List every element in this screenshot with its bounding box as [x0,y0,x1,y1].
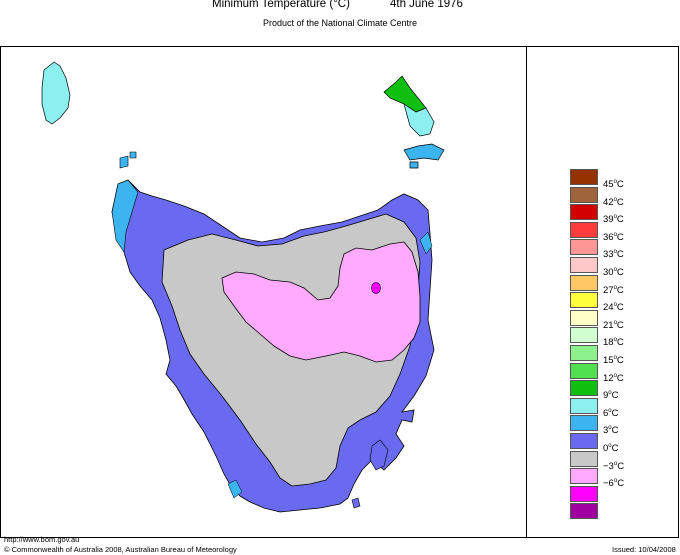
legend-swatch [570,503,598,520]
cape-barren-island [403,143,445,161]
zone-neg6-neg3 [371,282,381,294]
legend-label: 39oC [603,214,624,226]
legend-swatch [570,362,598,379]
map-frame [0,46,679,538]
legend-label: 18oC [603,337,624,349]
tasman-island [351,497,361,509]
legend-swatch [570,239,598,256]
zone-neg3-0 [221,241,421,363]
king-island [41,61,71,125]
legend-swatch [570,345,598,361]
legend-swatch [570,186,598,203]
legend-label: 33oC [603,249,624,261]
legend-label: 42oC [603,196,624,208]
legend-label: 9oC [603,390,619,402]
legend-swatch [570,433,598,449]
legend-swatch [570,468,598,485]
flinders-island-north [383,75,427,113]
legend-swatch [570,274,598,291]
legend-label: 45oC [603,179,624,191]
nw-island-b [129,151,137,159]
bruny-island [369,439,389,471]
legend-swatch [570,415,598,432]
legend-swatch [570,204,598,221]
legend-swatch [570,221,598,238]
subtitle: Product of the National Climate Centre [262,18,418,28]
legend-label: −3oC [603,460,625,472]
title-date: 4th June 1976 [390,0,463,10]
nw-island-a [119,155,129,169]
legend-label: 36oC [603,231,624,243]
legend-label: 0oC [603,443,619,455]
east-coast-patch [419,231,433,255]
chart-title: Minimum Temperature (°C) 4th June 1976 [0,0,680,14]
legend-label: 24oC [603,302,624,314]
legend-label: 27oC [603,284,624,296]
flinders-island-south [403,103,435,137]
legend-label: −6oC [603,478,625,490]
legend-swatch [570,327,598,344]
legend-swatch [570,169,598,185]
legend-label: 15oC [603,355,624,367]
clarke-island [409,161,419,169]
legend-swatch [570,292,598,309]
footer-url: http://www.bom.gov.au [4,535,80,544]
legend-swatch [570,309,598,326]
legend-swatch [570,397,598,414]
legend-swatch [570,450,598,467]
west-coast-band [111,179,139,253]
legend-label: 3oC [603,425,619,437]
legend-label: 6oC [603,407,619,419]
south-coast-patch [227,479,243,499]
legend-divider [526,46,527,538]
legend-label: 30oC [603,267,624,279]
footer-copyright: © Commonwealth of Australia 2008, Austra… [4,545,237,554]
legend-label: 21oC [603,319,624,331]
title-text: Minimum Temperature (°C) [212,0,350,10]
legend-swatch [570,257,598,273]
footer-issued: Issued: 10/04/2008 [612,545,676,554]
legend-swatch [570,380,598,397]
legend-label: 12oC [603,372,624,384]
legend-swatch [570,485,598,502]
